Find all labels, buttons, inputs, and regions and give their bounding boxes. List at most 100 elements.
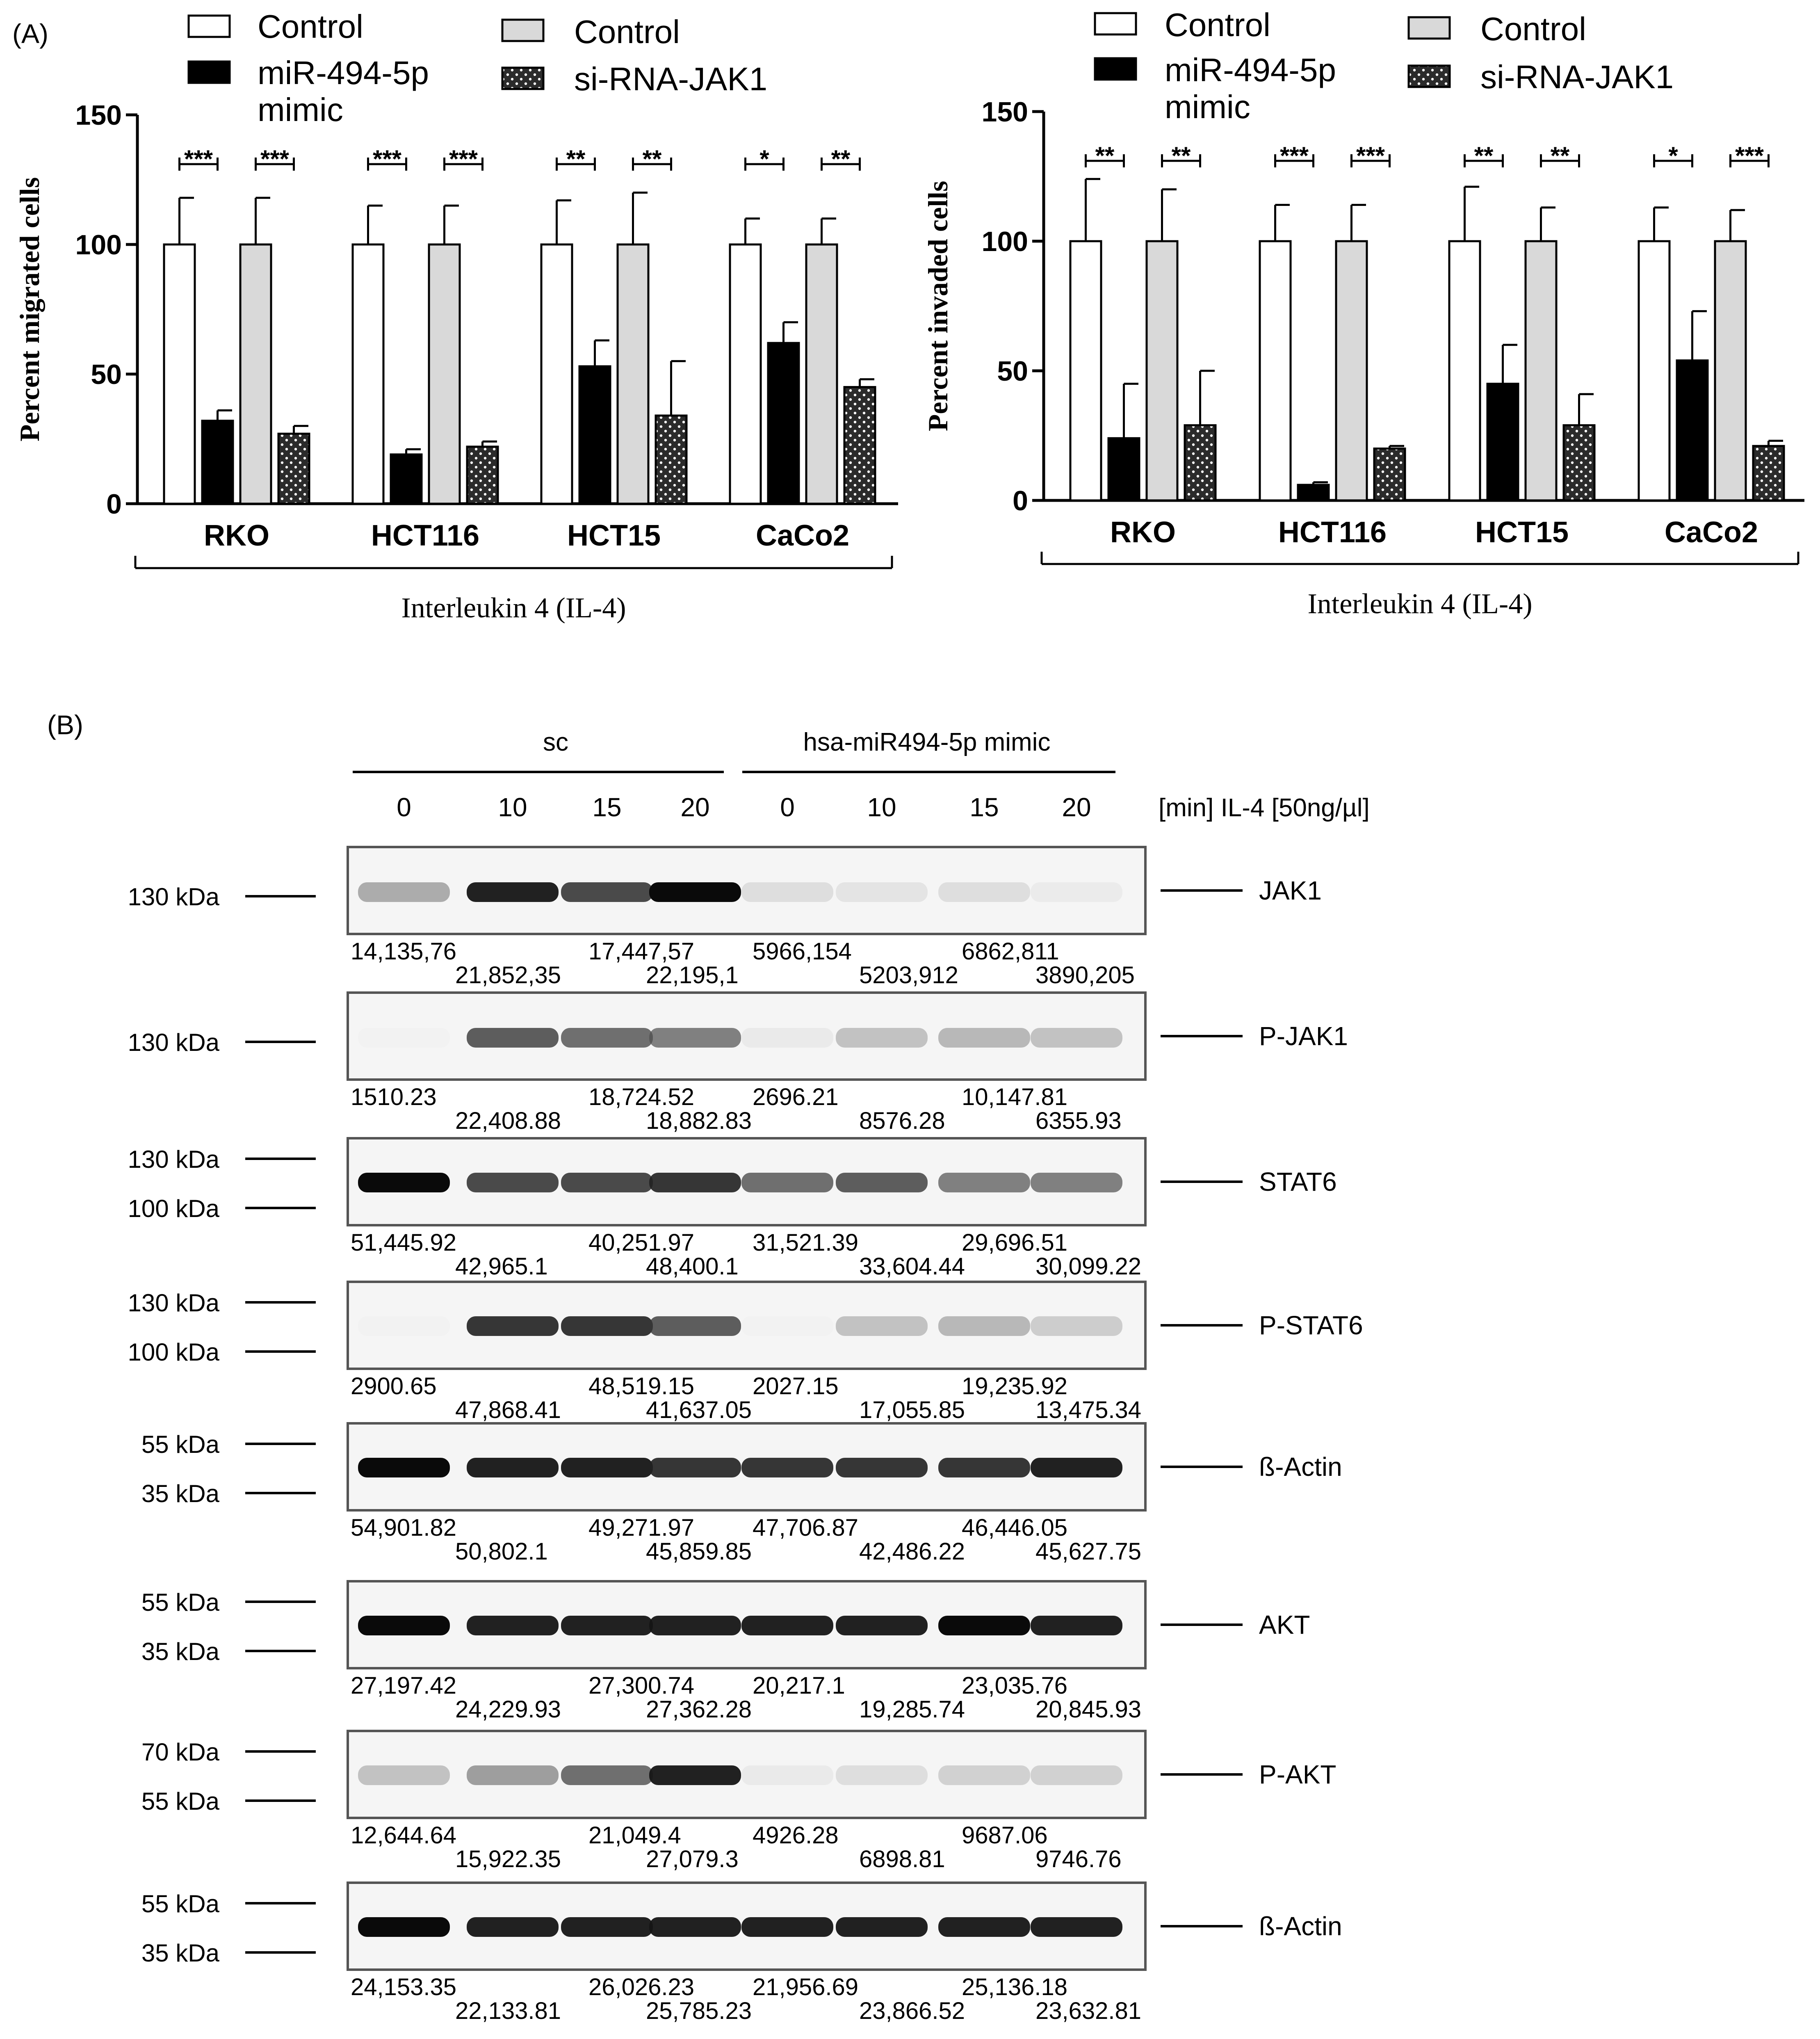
legend-left: Control miR-494-5p mimic Control si-RNA-J…: [187, 8, 767, 128]
blot-band: [741, 1028, 833, 1048]
significance-label: **: [1551, 142, 1570, 169]
blot-band: [938, 1028, 1030, 1048]
bar: [1184, 424, 1217, 502]
blot-row: 55 kDa 35 kDa ß-Actin 24,153.35 26,026.23 21,…: [141, 1881, 1342, 2024]
band-quantification: 20,845.93: [1035, 1696, 1141, 1723]
band-quantification: 6898.81: [859, 1846, 945, 1872]
blot-band: [649, 1028, 741, 1048]
blot-band: [836, 1616, 928, 1635]
blot-band: [1031, 1765, 1122, 1785]
y-tick-label: 150: [75, 100, 122, 131]
blot-row: 130 kDa 100 kDa STAT6 51,445.92 40,251.97 31,…: [128, 1137, 1337, 1280]
blot-band: [561, 882, 653, 902]
legend-swatch-mir494: [1094, 57, 1137, 81]
western-blot-panel: sc hsa-miR494-5p mimic [min] IL-4 [50ng/…: [128, 728, 1370, 2024]
legend-swatch-control: [1094, 12, 1137, 36]
blot-band: [938, 1616, 1030, 1635]
significance-label: ***: [1280, 142, 1309, 169]
blot-band: [1031, 1173, 1122, 1192]
significance-label: *: [759, 145, 769, 173]
band-quantification: 22,408.88: [455, 1107, 561, 1134]
band-quantification: 54,901.82: [351, 1514, 456, 1541]
y-tick-label: 0: [1013, 485, 1028, 516]
significance-label: ***: [260, 145, 290, 173]
bar: [1562, 424, 1596, 502]
blot-band: [467, 1616, 559, 1635]
bar: [843, 386, 876, 505]
band-quantification: 25,785.23: [646, 1998, 752, 2024]
molecular-weight-marker: 130 kDa: [128, 1289, 220, 1317]
category-label: CaCo2: [756, 519, 849, 552]
blot-band: [649, 1917, 741, 1937]
significance-label: **: [831, 145, 851, 173]
molecular-weight-marker: 130 kDa: [128, 1146, 220, 1173]
band-quantification: 5966,154: [753, 938, 852, 965]
band-quantification: 18,882.83: [646, 1107, 752, 1134]
bar: [1638, 240, 1671, 502]
blot-band: [938, 1765, 1030, 1785]
molecular-weight-marker: 55 kDa: [141, 1431, 220, 1458]
blot-band: [1031, 1316, 1122, 1336]
blot-band: [649, 1765, 741, 1785]
group-label-mimic: hsa-miR494-5p mimic: [803, 728, 1051, 756]
band-quantification: 25,136.18: [962, 1974, 1067, 2000]
category-label: HCT116: [371, 519, 479, 552]
panel-b-label: (B): [47, 710, 83, 740]
band-quantification: 14,135,76: [351, 938, 456, 965]
molecular-weight-marker: 35 kDa: [141, 1638, 220, 1665]
band-quantification: 45,627.75: [1035, 1538, 1141, 1565]
bar: [578, 365, 611, 505]
band-quantification: 41,637.05: [646, 1397, 752, 1423]
legend-label-control: Control: [1165, 7, 1270, 43]
band-quantification: 49,271.97: [588, 1514, 694, 1541]
legend-label-sirna: si-RNA-JAK1: [574, 61, 767, 97]
band-quantification: 46,446.05: [962, 1514, 1067, 1541]
y-tick-label: 0: [106, 489, 122, 520]
band-quantification: 4926.28: [753, 1822, 839, 1849]
band-quantification: 48,519.15: [588, 1373, 694, 1400]
group-label-sc: sc: [543, 728, 568, 756]
significance-label: ***: [449, 145, 478, 173]
protein-label: STAT6: [1259, 1167, 1337, 1196]
blot-band: [741, 1917, 833, 1937]
band-quantification: 29,696.51: [962, 1229, 1067, 1256]
bar: [1107, 437, 1140, 502]
blot-band: [1031, 882, 1122, 902]
blot-band: [649, 1458, 741, 1477]
x-axis-title: Interleukin 4 (IL-4): [1307, 588, 1532, 620]
y-tick-label: 50: [997, 356, 1028, 387]
significance-label: **: [566, 145, 586, 173]
bar: [1448, 240, 1481, 502]
band-quantification: 21,049.4: [588, 1822, 681, 1849]
protein-label: P-JAK1: [1259, 1021, 1348, 1051]
protein-label: ß-Actin: [1259, 1452, 1342, 1482]
blot-band: [938, 1458, 1030, 1477]
bar: [390, 453, 423, 505]
category-label: RKO: [1110, 516, 1176, 549]
y-axis-title: Percent migrated cells: [14, 177, 45, 441]
band-quantification: 1510.23: [351, 1084, 437, 1110]
blot-band: [561, 1028, 653, 1048]
category-label: HCT15: [1475, 516, 1569, 549]
band-quantification: 42,965.1: [455, 1253, 548, 1280]
blot-band: [649, 1616, 741, 1635]
y-tick-label: 100: [75, 229, 122, 260]
legend-label-mir494: miR-494-5p mimic: [258, 55, 429, 128]
timepoint-label: 0: [397, 792, 411, 822]
band-quantification: 31,521.39: [753, 1229, 858, 1256]
blot-band: [1031, 1458, 1122, 1477]
blot-band: [836, 1765, 928, 1785]
category-label: CaCo2: [1665, 516, 1758, 549]
significance-label: *: [1668, 142, 1678, 169]
significance-label: ***: [184, 145, 213, 173]
blot-band: [836, 1458, 928, 1477]
x-axis-title: Interleukin 4 (IL-4): [401, 592, 626, 624]
bar: [1524, 240, 1558, 502]
band-quantification: 27,079.3: [646, 1846, 739, 1872]
protein-label: P-AKT: [1259, 1760, 1336, 1789]
band-quantification: 27,300.74: [588, 1672, 694, 1699]
timepoint-label: 0: [780, 792, 795, 822]
category-label: HCT15: [567, 519, 661, 552]
